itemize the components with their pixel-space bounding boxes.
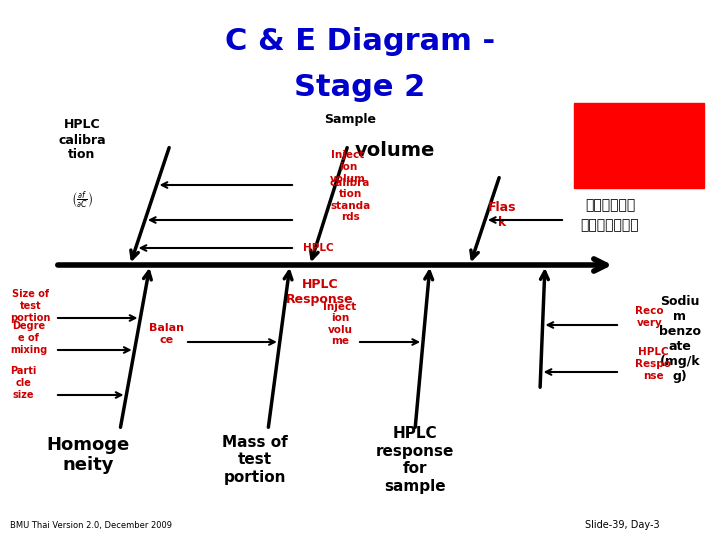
Text: Reco
very: Reco very <box>635 306 664 328</box>
Text: พจารณา
สงท: พจารณา สงท <box>611 129 667 161</box>
Text: Mass of
test
portion: Mass of test portion <box>222 435 288 485</box>
Text: กางหลุด: กางหลุด <box>581 218 639 232</box>
Text: $\left(\frac{\partial f}{\partial C}\right)$: $\left(\frac{\partial f}{\partial C}\rig… <box>71 190 93 211</box>
Text: Stage 2: Stage 2 <box>294 73 426 103</box>
Text: HPLC
Response: HPLC Response <box>286 278 354 306</box>
Text: Degre
e of
mixing: Degre e of mixing <box>10 321 48 355</box>
Text: มผลของ: มผลของ <box>585 198 635 212</box>
Text: Sodiu
m
benzo
ate
(mg/k
g): Sodiu m benzo ate (mg/k g) <box>659 295 701 383</box>
Bar <box>574 103 704 188</box>
Text: Flas
k: Flas k <box>487 201 516 229</box>
Text: BMU Thai Version 2.0, December 2009: BMU Thai Version 2.0, December 2009 <box>10 521 172 530</box>
Text: HPLC
Respo
nse: HPLC Respo nse <box>635 347 671 381</box>
Text: Inject
ion
volum: Inject ion volum <box>330 151 366 184</box>
Text: Sample: Sample <box>324 113 376 126</box>
Text: C & E Diagram -: C & E Diagram - <box>225 28 495 57</box>
Text: HPLC
calibra
tion: HPLC calibra tion <box>58 118 106 161</box>
Text: Size of
test
portion: Size of test portion <box>10 289 50 322</box>
Text: Inject
ion
volu
me: Inject ion volu me <box>323 302 356 346</box>
Text: calibra
tion
standa
rds: calibra tion standa rds <box>330 178 370 222</box>
Text: HPLC: HPLC <box>303 243 333 253</box>
Text: Slide-39, Day-3: Slide-39, Day-3 <box>585 520 660 530</box>
Text: Parti
cle
size: Parti cle size <box>10 367 37 400</box>
Text: HPLC
response
for
sample: HPLC response for sample <box>376 427 454 494</box>
Text: Homoge
neity: Homoge neity <box>46 436 130 475</box>
Text: Balan
ce: Balan ce <box>150 323 184 345</box>
Text: volume: volume <box>355 140 435 159</box>
